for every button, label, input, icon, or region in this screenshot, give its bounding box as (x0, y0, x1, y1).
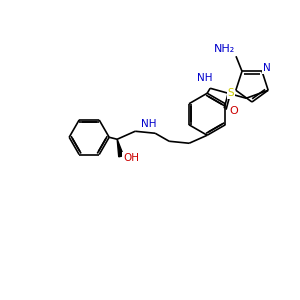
Text: N: N (263, 63, 271, 73)
Text: O: O (230, 106, 239, 116)
Text: NH: NH (197, 73, 213, 83)
Text: S: S (227, 88, 234, 98)
Polygon shape (117, 139, 124, 157)
Text: NH₂: NH₂ (213, 44, 235, 54)
Text: NH: NH (141, 119, 157, 129)
Text: OH: OH (123, 153, 139, 163)
